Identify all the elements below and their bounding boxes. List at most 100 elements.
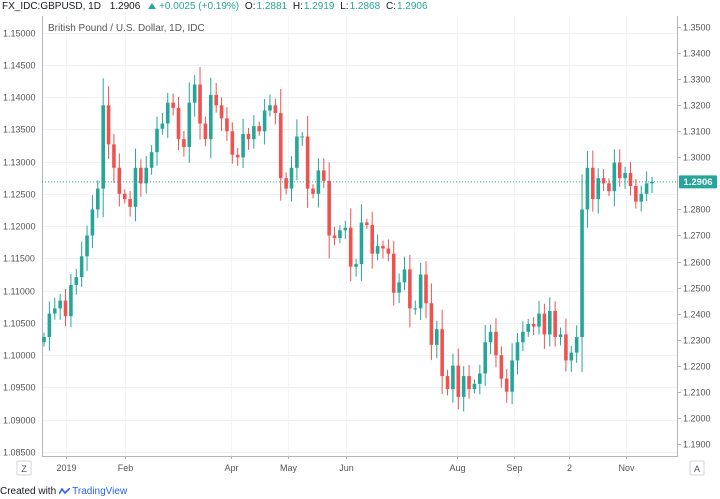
right-tick-label: 1.3200	[683, 101, 711, 111]
candle-body	[558, 334, 563, 338]
right-tick-label: 1.2500	[683, 284, 711, 294]
candle-body	[445, 376, 450, 390]
zoom-left-button[interactable]: Z	[16, 460, 32, 476]
candle-body	[42, 337, 46, 343]
right-tick-label: 1.2400	[683, 310, 711, 320]
candle-body	[461, 376, 466, 397]
x-axis-ticks: 2019 Feb Apr May Jun Aug Sep 2 Nov	[56, 456, 635, 473]
candle-body	[332, 235, 337, 239]
left-tick-label: 1.14500	[3, 61, 36, 71]
candle-body	[596, 178, 600, 200]
candle-body	[176, 107, 181, 140]
chart-title: British Pound / U.S. Dollar, 1D, IDC	[48, 23, 205, 34]
auto-scale-button[interactable]: A	[689, 460, 705, 476]
close-value: 1.2906	[396, 1, 428, 12]
high-value: 1.2919	[303, 1, 335, 12]
candle-body	[235, 154, 240, 158]
candle-body	[171, 102, 175, 108]
right-tick-label: 1.3500	[683, 23, 711, 33]
right-tick-label: 1.2100	[683, 388, 711, 398]
x-tick-label: Nov	[618, 463, 635, 473]
right-tick-label: 1.3100	[683, 127, 711, 137]
low-value: 1.2868	[349, 1, 381, 12]
candle-body	[128, 199, 132, 207]
candle-body	[628, 172, 633, 187]
candle-body	[375, 245, 380, 254]
left-tick-label: 1.09000	[3, 416, 36, 426]
x-tick-label: May	[280, 463, 298, 473]
last-price: 1.2906	[109, 1, 141, 12]
candle-body	[386, 248, 391, 254]
candle-body	[74, 277, 79, 285]
right-tick-label: 1.2700	[683, 231, 711, 241]
price-change: +0.0025 (+0.19%)	[159, 1, 240, 12]
candle-body	[230, 131, 235, 155]
candle-body	[451, 365, 455, 390]
candle-body	[483, 342, 488, 374]
candle-body	[52, 308, 57, 314]
candle-body	[623, 172, 627, 179]
left-tick-label: 1.13500	[3, 125, 36, 135]
candle-body	[478, 373, 482, 384]
candle-body	[644, 183, 649, 194]
candle-body	[418, 274, 423, 309]
candle-body	[639, 193, 644, 202]
candle-body	[370, 225, 375, 254]
candle-body	[139, 167, 143, 184]
candle-body	[440, 329, 444, 377]
right-tick-label: 1.2000	[683, 414, 711, 424]
candle-body	[515, 342, 520, 361]
candle-body	[305, 136, 310, 189]
right-tick-label: 1.2600	[683, 258, 711, 268]
candle-body	[289, 167, 294, 189]
candle-body	[327, 180, 331, 236]
candle-body	[381, 245, 385, 249]
candle-body	[63, 300, 68, 317]
candle-body	[564, 334, 568, 361]
candles	[42, 66, 654, 412]
candle-body	[531, 324, 536, 327]
low-label: L:	[340, 1, 349, 12]
candle-body	[182, 139, 186, 147]
candle-body	[402, 269, 407, 283]
right-tick-label: 1.2300	[683, 336, 711, 346]
candle-body	[542, 313, 547, 335]
candle-body	[241, 133, 245, 158]
candle-body	[617, 162, 622, 179]
candle-body	[348, 227, 353, 267]
symbol-header: FX_IDC:GBPUSD, 1D 1.2906 +0.0025 (+0.19%…	[0, 0, 720, 14]
right-tick-label: 1.1900	[683, 440, 711, 450]
candle-body	[494, 331, 498, 356]
candle-body	[413, 308, 418, 310]
candle-body	[198, 84, 202, 124]
candle-body	[650, 181, 654, 184]
candle-body	[612, 162, 617, 192]
candle-body	[155, 128, 159, 153]
high-label: H:	[292, 1, 303, 12]
candle-body	[133, 167, 138, 207]
left-tick-label: 1.08500	[3, 448, 36, 458]
candle-body	[96, 188, 100, 210]
x-tick-label: Apr	[224, 463, 238, 473]
current-price-tag: 1.2906	[679, 175, 717, 189]
up-arrow-icon	[148, 3, 157, 9]
x-tick-label: 2	[567, 463, 572, 473]
left-tick-label: 1.10000	[3, 351, 36, 361]
left-tick-label: 1.12000	[3, 222, 36, 232]
candle-body	[391, 253, 396, 293]
candle-body	[149, 152, 154, 168]
left-tick-label: 1.12500	[3, 190, 36, 200]
x-tick-label: 2019	[56, 463, 76, 473]
candle-body	[574, 337, 579, 353]
candle-body	[192, 84, 197, 103]
candle-body	[300, 136, 305, 138]
candle-body	[208, 94, 213, 140]
candle-body	[434, 329, 439, 345]
right-tick-label: 1.3300	[683, 75, 711, 85]
candle-body	[122, 193, 127, 200]
left-tick-label: 1.11000	[3, 287, 35, 297]
tradingview-link[interactable]: TradingView	[72, 486, 128, 497]
auto-scale-label: A	[694, 464, 700, 474]
candle-body	[268, 105, 272, 111]
